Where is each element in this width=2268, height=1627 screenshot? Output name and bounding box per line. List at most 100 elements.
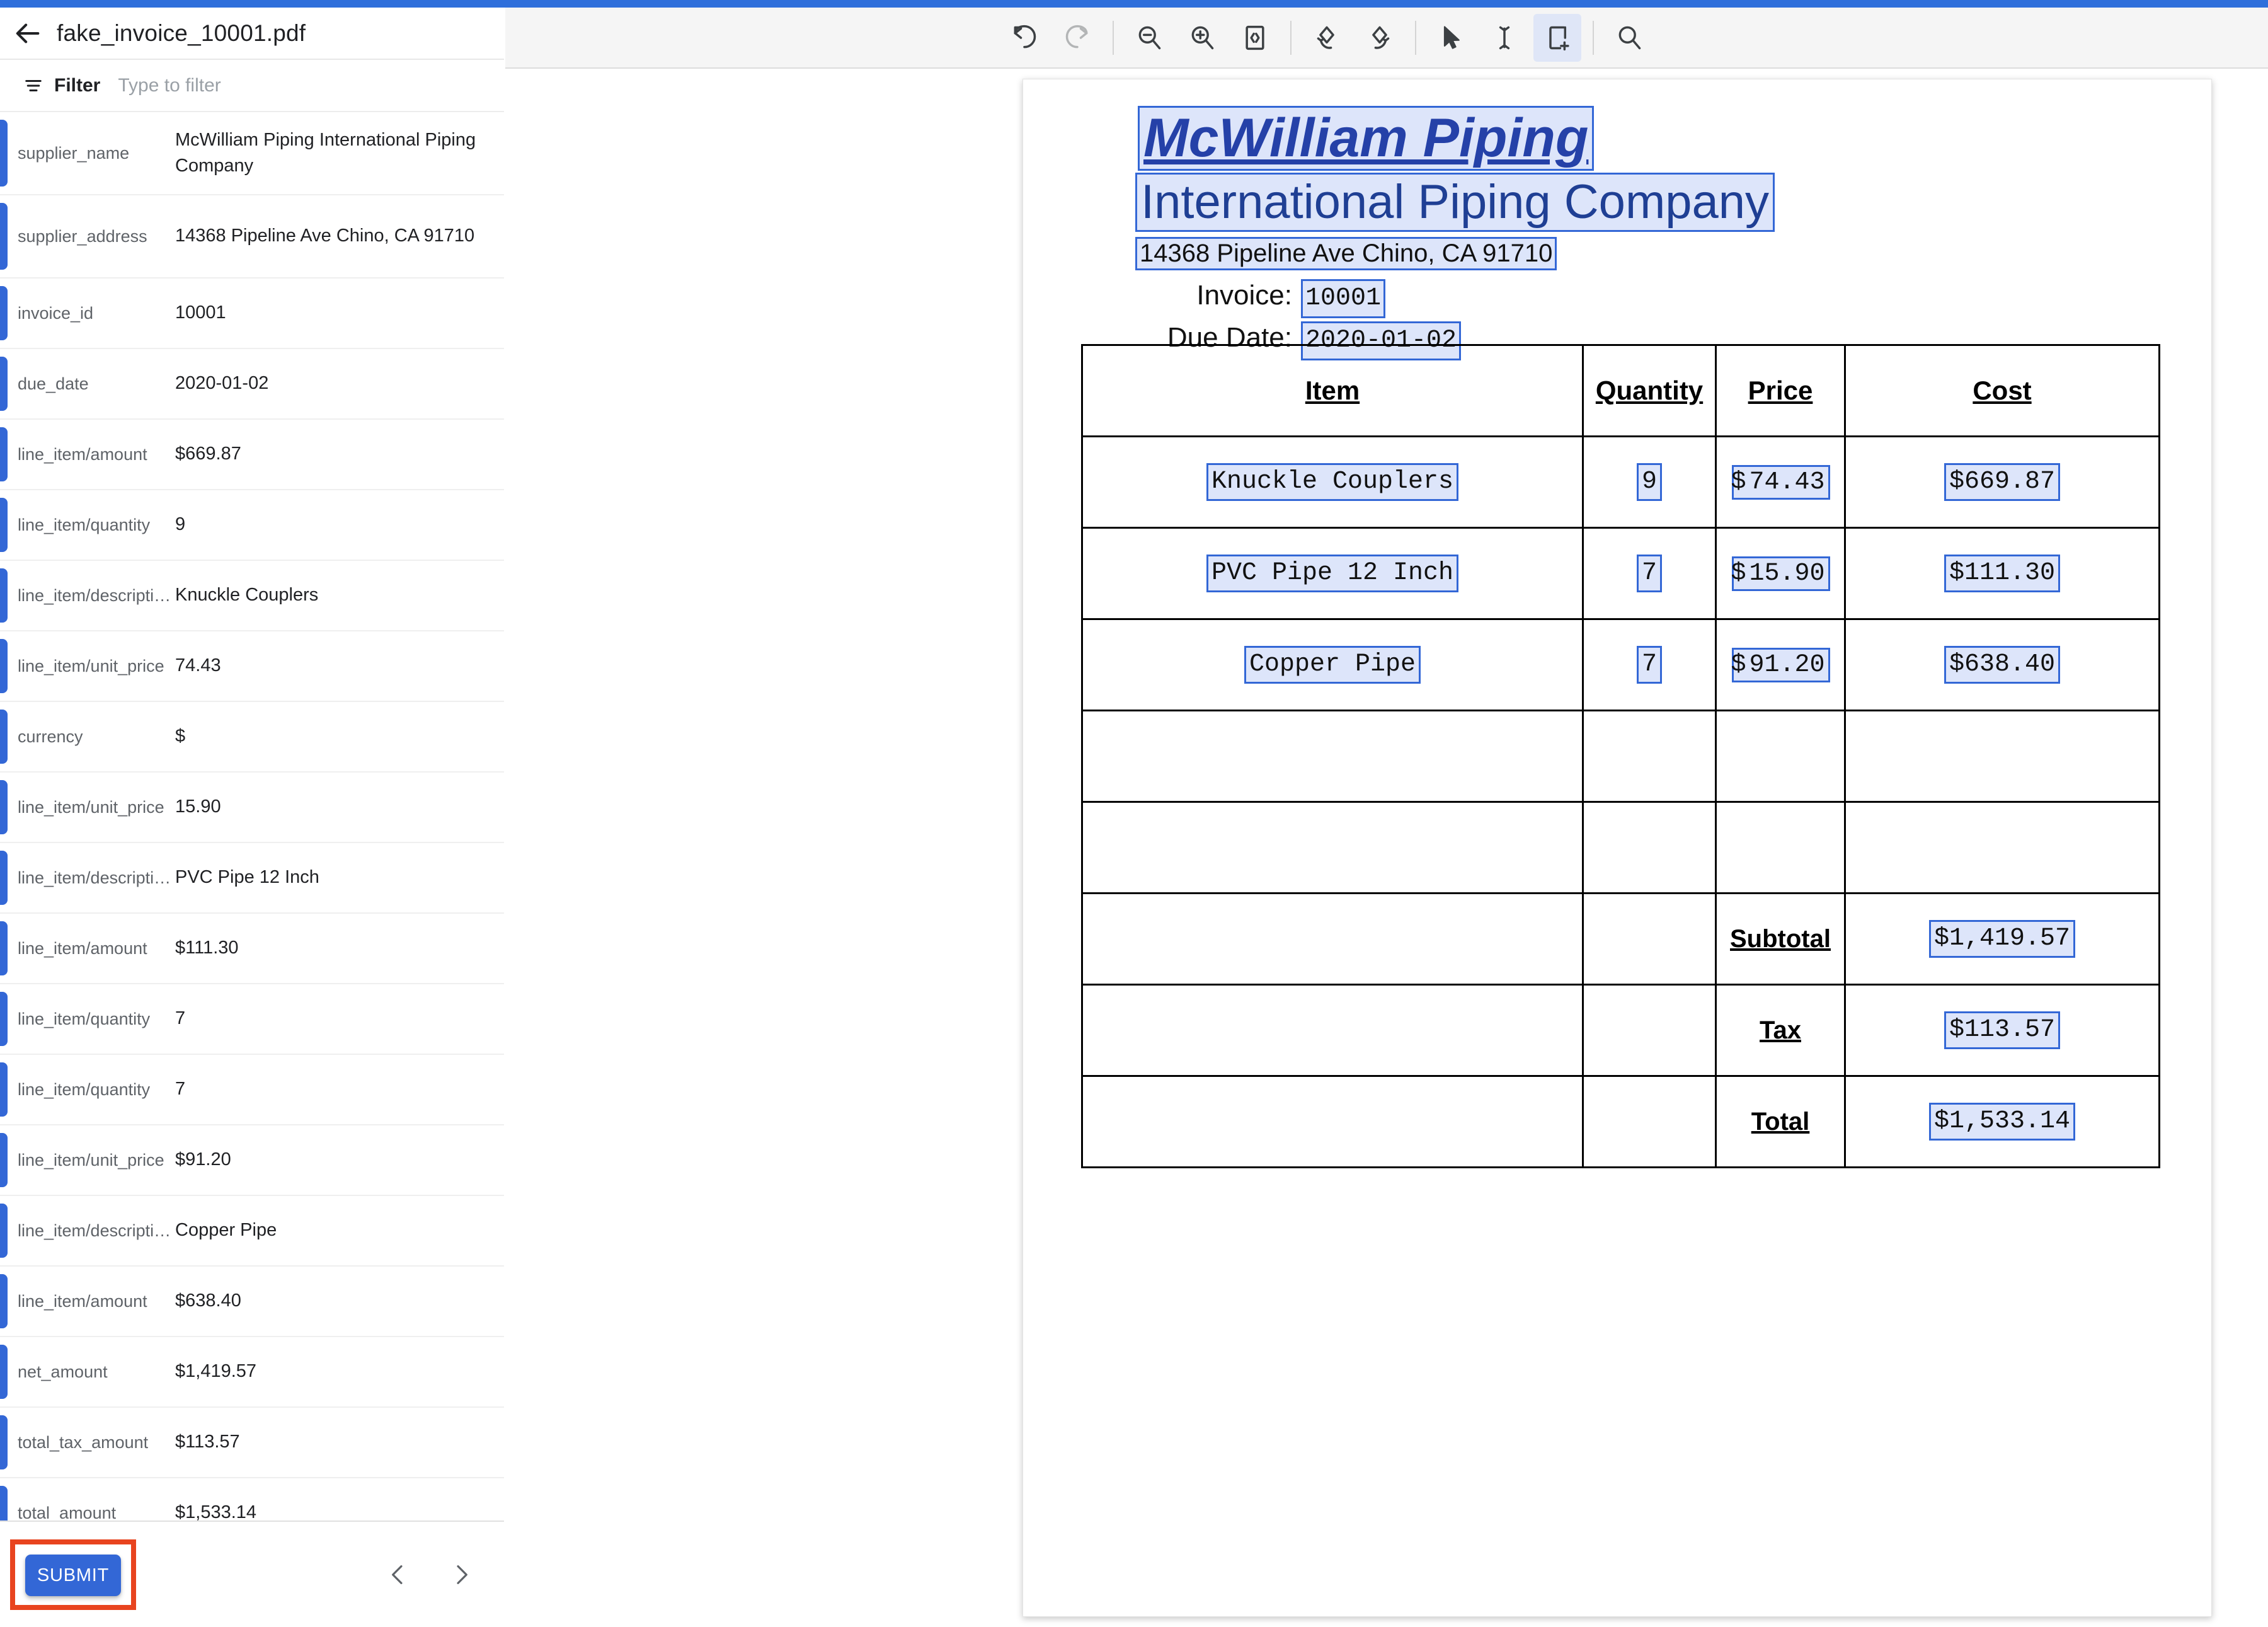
- field-row[interactable]: line_item/quantity 7: [0, 1055, 504, 1125]
- field-value[interactable]: $113.57: [175, 1432, 240, 1452]
- cost-annotation[interactable]: $111.30: [1944, 555, 2061, 592]
- summary-value-annotation[interactable]: $113.57: [1944, 1011, 2061, 1049]
- field-row[interactable]: line_item/unit_price 15.90: [0, 773, 504, 843]
- company-address-annotation[interactable]: 14368 Pipeline Ave Chino, CA 91710: [1135, 237, 1557, 270]
- submit-button[interactable]: SUBMIT: [25, 1555, 121, 1596]
- field-value[interactable]: 9: [175, 514, 186, 535]
- summary-value-annotation[interactable]: $1,533.14: [1928, 1103, 2076, 1141]
- field-key: line_item/descripti…: [18, 868, 171, 887]
- rotate-right-icon[interactable]: [1356, 14, 1404, 62]
- field-value[interactable]: $638.40: [175, 1291, 241, 1311]
- price-annotation[interactable]: $91.20: [1731, 647, 1830, 682]
- invoice-number-annotation[interactable]: 10001: [1301, 279, 1386, 318]
- table-row: [1081, 710, 2160, 803]
- field-value[interactable]: 14368 Pipeline Ave Chino, CA 91710: [175, 226, 475, 246]
- field-value[interactable]: 15.90: [175, 796, 221, 817]
- cell-cost: $111.30: [1844, 527, 2160, 620]
- zoom-in-icon[interactable]: [1178, 14, 1226, 62]
- field-key: total_amount: [18, 1503, 117, 1521]
- field-value[interactable]: $111.30: [175, 938, 239, 958]
- quantity-annotation[interactable]: 7: [1636, 646, 1662, 684]
- redo-icon[interactable]: [1053, 14, 1101, 62]
- field-row[interactable]: supplier_name McWilliam Piping Internatio…: [0, 112, 504, 195]
- text-cursor-icon[interactable]: [1480, 14, 1528, 62]
- field-value[interactable]: Knuckle Couplers: [175, 585, 319, 606]
- field-row[interactable]: line_item/descripti… PVC Pipe 12 Inch: [0, 843, 504, 914]
- fit-width-icon[interactable]: [1231, 14, 1279, 62]
- cell-price: [1715, 710, 1846, 803]
- field-row[interactable]: line_item/unit_price 74.43: [0, 631, 504, 702]
- field-value[interactable]: Copper Pipe: [175, 1220, 277, 1241]
- field-value[interactable]: 74.43: [175, 655, 221, 676]
- search-icon[interactable]: [1605, 14, 1653, 62]
- field-row[interactable]: currency $: [0, 702, 504, 773]
- field-value[interactable]: $669.87: [175, 444, 241, 464]
- field-row[interactable]: due_date 2020-01-02: [0, 349, 504, 420]
- field-value[interactable]: McWilliam Piping International Piping Co…: [175, 129, 476, 176]
- quantity-annotation[interactable]: 9: [1636, 463, 1662, 501]
- field-value[interactable]: $1,419.57: [175, 1361, 257, 1382]
- field-key: line_item/descripti…: [18, 1221, 171, 1240]
- field-row[interactable]: line_item/quantity 7: [0, 984, 504, 1055]
- item-annotation[interactable]: Knuckle Couplers: [1206, 463, 1459, 501]
- filter-input[interactable]: [118, 74, 396, 96]
- cell-empty: [1081, 892, 1584, 986]
- cell-cost: [1844, 801, 2160, 894]
- field-row[interactable]: supplier_address 14368 Pipeline Ave Chino…: [0, 195, 504, 279]
- filter-bar: Filter: [0, 60, 504, 112]
- column-header-price: Price: [1715, 344, 1846, 437]
- price-value[interactable]: 91.20: [1732, 647, 1830, 682]
- quantity-annotation[interactable]: 7: [1636, 555, 1662, 592]
- field-value[interactable]: 10001: [175, 302, 226, 323]
- submit-highlight-box: [10, 1539, 136, 1610]
- field-row[interactable]: line_item/amount $638.40: [0, 1267, 504, 1337]
- zoom-out-icon[interactable]: [1125, 14, 1173, 62]
- chevron-left-icon[interactable]: [384, 1557, 412, 1592]
- toolbar-divider: [1290, 20, 1292, 55]
- select-pointer-icon[interactable]: [1428, 14, 1475, 62]
- cell-empty: [1081, 984, 1584, 1077]
- item-annotation[interactable]: PVC Pipe 12 Inch: [1206, 555, 1459, 592]
- cost-annotation[interactable]: $669.87: [1944, 463, 2061, 501]
- cell-cost: $669.87: [1844, 435, 2160, 529]
- field-value[interactable]: 7: [175, 1008, 186, 1029]
- price-annotation[interactable]: $74.43: [1731, 464, 1830, 500]
- field-key: supplier_name: [18, 143, 130, 163]
- field-row[interactable]: line_item/descripti… Copper Pipe: [0, 1196, 504, 1267]
- field-row[interactable]: line_item/amount $111.30: [0, 914, 504, 984]
- extracted-fields-list[interactable]: supplier_name McWilliam Piping Internatio…: [0, 112, 504, 1521]
- field-row[interactable]: net_amount $1,419.57: [0, 1337, 504, 1408]
- chevron-right-icon[interactable]: [447, 1557, 475, 1592]
- field-value[interactable]: $1,533.14: [175, 1502, 257, 1521]
- field-value[interactable]: PVC Pipe 12 Inch: [175, 867, 319, 888]
- field-value[interactable]: $: [175, 726, 186, 747]
- price-annotation[interactable]: $15.90: [1731, 556, 1830, 591]
- field-accent-bar: [0, 357, 8, 411]
- summary-value-annotation[interactable]: $1,419.57: [1928, 920, 2076, 958]
- item-annotation[interactable]: Copper Pipe: [1244, 646, 1421, 684]
- field-row[interactable]: line_item/amount $669.87: [0, 420, 504, 490]
- price-value[interactable]: 15.90: [1732, 556, 1830, 591]
- pdf-page[interactable]: McWilliam Piping International Piping Co…: [1022, 79, 2212, 1617]
- rotate-left-icon[interactable]: [1303, 14, 1351, 62]
- field-value[interactable]: 7: [175, 1079, 186, 1100]
- field-row[interactable]: total_tax_amount $113.57: [0, 1408, 504, 1478]
- summary-row: Tax $113.57: [1081, 984, 2160, 1077]
- company-name-annotation[interactable]: McWilliam Piping: [1138, 106, 1595, 171]
- field-row[interactable]: line_item/descripti… Knuckle Couplers: [0, 561, 504, 631]
- invoice-label: Invoice:: [1196, 280, 1292, 311]
- cost-annotation[interactable]: $638.40: [1944, 646, 2061, 684]
- add-region-icon[interactable]: [1533, 13, 1581, 62]
- field-value[interactable]: $91.20: [175, 1149, 231, 1170]
- field-row[interactable]: line_item/quantity 9: [0, 490, 504, 561]
- field-row[interactable]: total_amount $1,533.14: [0, 1478, 504, 1521]
- field-row[interactable]: invoice_id 10001: [0, 279, 504, 349]
- cell-empty: [1582, 1075, 1717, 1168]
- field-row[interactable]: line_item/unit_price $91.20: [0, 1125, 504, 1196]
- back-arrow-icon[interactable]: [0, 7, 57, 59]
- undo-icon[interactable]: [1000, 14, 1048, 62]
- summary-label: Tax: [1715, 984, 1846, 1077]
- field-value[interactable]: 2020-01-02: [175, 373, 269, 394]
- price-value[interactable]: 74.43: [1732, 464, 1830, 500]
- company-subtitle-annotation[interactable]: International Piping Company: [1135, 173, 1775, 232]
